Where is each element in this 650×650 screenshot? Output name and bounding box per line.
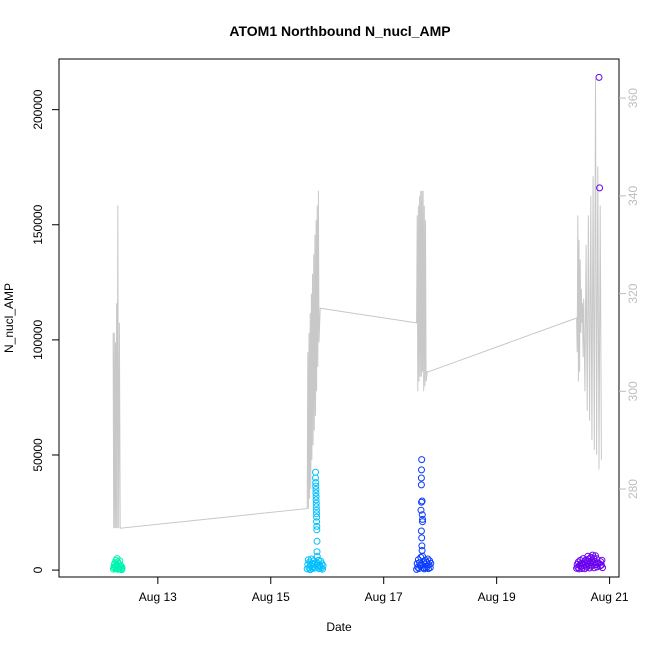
x-tick-label: Aug 17 (365, 590, 403, 604)
data-point (313, 513, 321, 521)
data-point (419, 518, 426, 526)
data-point (592, 552, 599, 560)
data-point (596, 184, 604, 192)
data-point (417, 527, 425, 535)
data-point (312, 486, 320, 493)
data-point (418, 511, 426, 519)
data-point (319, 565, 326, 573)
y-tick-label: 0 (31, 566, 45, 573)
y-tick-label: 50000 (31, 438, 45, 472)
data-point (118, 564, 126, 572)
data-point (318, 560, 326, 568)
x-tick-label: Aug 21 (591, 590, 629, 604)
y-axis-label: N_nucl_AMP (2, 283, 16, 353)
data-point (418, 534, 426, 542)
data-point (312, 496, 320, 504)
data-point (312, 489, 320, 497)
data-point (417, 474, 425, 482)
right-y-tick-label: 280 (626, 479, 640, 499)
data-point (312, 479, 320, 487)
data-point (595, 73, 603, 81)
chart-title: ATOM1 Northbound N_nucl_AMP (229, 23, 450, 39)
data-point (319, 562, 327, 570)
plot-area-frame (58, 58, 620, 578)
data-point (599, 564, 606, 572)
data-point (427, 559, 435, 567)
series-3-points (413, 456, 435, 573)
x-tick-label: Aug 15 (252, 590, 290, 604)
x-axis-label: Date (326, 620, 352, 634)
data-point (419, 564, 427, 572)
x-tick-label: Aug 13 (139, 590, 177, 604)
data-point (313, 552, 321, 560)
x-axis: Aug 13 Aug 15 Aug 17 Aug 19 Aug 21 (139, 577, 629, 604)
data-point (598, 556, 606, 564)
data-point (307, 555, 315, 563)
data-point (312, 499, 320, 507)
y-tick-label: 100000 (31, 320, 45, 360)
data-point (590, 554, 598, 562)
y-tick-label: 150000 (31, 204, 45, 244)
secondary-line-layer (112, 78, 602, 529)
data-point (313, 518, 321, 526)
series-2-points (303, 468, 327, 574)
data-point (313, 510, 320, 518)
secondary-series-line (112, 78, 602, 529)
series-1-points (110, 555, 126, 574)
data-point (313, 506, 320, 514)
right-y-tick-label: 340 (626, 185, 640, 205)
data-point (313, 537, 321, 545)
scatter-points-layer (110, 73, 606, 574)
right-y-axis: 280 300 320 340 360 (619, 88, 640, 499)
data-point (417, 506, 425, 514)
data-point (313, 522, 321, 530)
data-point (313, 548, 321, 556)
y-tick-label: 200000 (31, 89, 45, 129)
data-point (593, 563, 601, 571)
data-point (419, 515, 426, 523)
data-point (417, 481, 425, 489)
data-point (418, 542, 426, 550)
right-y-tick-label: 320 (626, 283, 640, 303)
data-point (418, 466, 425, 474)
data-point (426, 564, 434, 572)
data-point (312, 503, 320, 511)
data-point (312, 492, 320, 500)
data-point (418, 498, 425, 506)
data-point (313, 526, 321, 534)
data-point (418, 456, 426, 464)
y-axis: 0 50000 100000 150000 200000 (31, 89, 59, 573)
right-y-tick-label: 360 (626, 88, 640, 108)
data-point (310, 557, 318, 565)
data-point (117, 565, 125, 573)
data-point (312, 474, 319, 482)
right-y-tick-label: 300 (626, 381, 640, 401)
series-4-points (573, 73, 606, 573)
data-point (312, 482, 320, 490)
x-tick-label: Aug 19 (478, 590, 516, 604)
